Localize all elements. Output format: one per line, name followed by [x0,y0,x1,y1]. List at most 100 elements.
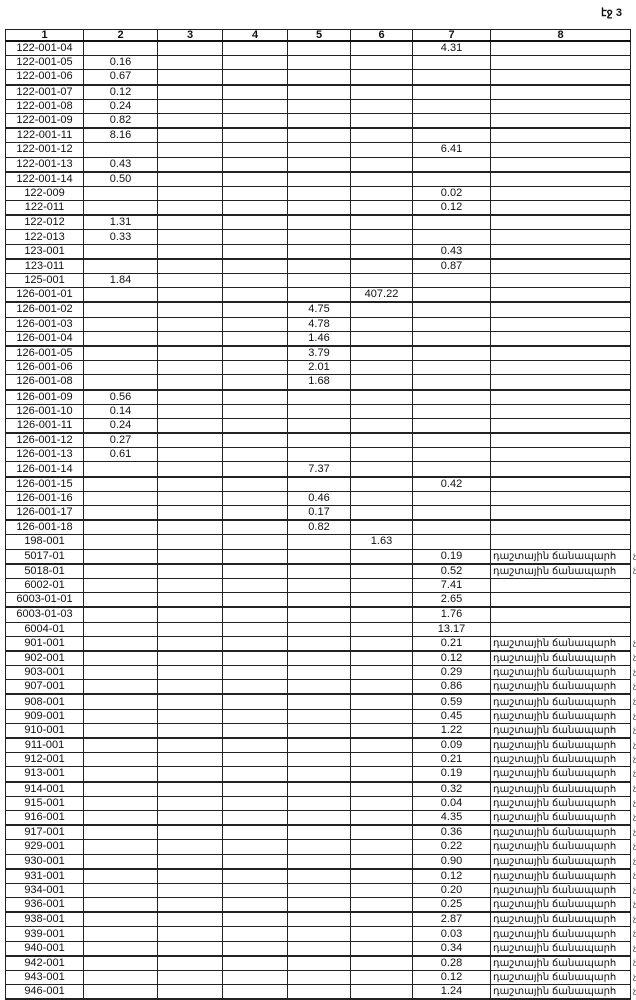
cell-col-6 [350,708,413,724]
cell-col-1: 942-001 [5,955,84,971]
cell-col-8: դաշտային ճանապարհ [490,795,631,811]
cell-col-5 [287,795,351,811]
cell-col-7: 0.04 [412,795,491,811]
table-row: 122-001-11 8.16 [5,127,631,144]
cell-col-1: 6003-01-01 [5,592,84,609]
cell-col-4 [222,98,288,114]
cell-col-2 [83,519,158,536]
cell-col-7: 0.19 [412,766,491,783]
cell-col-6 [350,911,413,928]
cell-col-1: 903-001 [5,665,84,681]
cell-col-3 [157,447,223,463]
cell-col-7: 6.41 [412,142,491,158]
cell-col-5 [287,272,351,289]
cell-col-6 [350,563,413,579]
cell-col-3 [157,693,223,710]
table-row: 123-011 0.87 [5,258,631,274]
cell-col-4 [222,839,288,855]
cell-col-2: 1.84 [83,272,158,289]
table-row: 903-001 0.29 դաշտային ճանապարհ [5,665,631,681]
cell-col-6 [350,214,413,231]
table-row: 914-001 0.32 դաշտային ճանապարհ [5,781,631,797]
cell-col-2: 0.61 [83,447,158,463]
cell-col-6 [350,809,413,827]
cell-col-6 [350,752,413,768]
cell-col-7: 0.12 [412,650,491,667]
cell-col-1: 909-001 [5,708,84,724]
cell-col-3 [157,868,223,884]
cell-col-1: 126-001-05 [5,345,84,362]
cell-col-2: 1.31 [83,214,158,231]
cell-col-5: 0.82 [287,519,351,536]
cell-col-7: 0.21 [412,752,491,768]
cell-col-5 [287,403,351,419]
cell-col-7 [412,287,491,304]
cell-col-5 [287,882,351,899]
cell-col-1: 122-001-08 [5,98,84,114]
table-row: 940-001 0.34 դաշտային ճանապարհ [5,940,631,957]
cell-col-2 [83,955,158,971]
cell-col-2: 0.33 [83,229,158,245]
cell-col-5 [287,389,351,405]
cell-col-8: դաշտային ճանապարհ [490,824,631,841]
cell-col-6 [350,519,413,536]
cell-col-3 [157,969,223,986]
table-row: 126-001-18 0.82 [5,519,631,536]
cell-col-1: 914-001 [5,781,84,797]
cell-col-3 [157,127,223,144]
table-row: 938-001 2.87 դաշտային ճանապարհ [5,911,631,928]
cell-col-2: 0.43 [83,156,158,173]
cell-col-6 [350,679,413,696]
cell-col-8 [490,360,631,376]
cell-col-4 [222,722,288,739]
cell-col-2 [83,476,158,492]
cell-col-2 [83,722,158,739]
cell-col-3 [157,621,223,637]
cell-col-3 [157,185,223,202]
cell-col-6 [350,650,413,667]
cell-col-4 [222,447,288,463]
margin-mark: չմ [633,812,636,821]
cell-col-8 [490,403,631,419]
cell-col-4 [222,287,288,304]
cell-col-4 [222,185,288,202]
table-row: 929-001 0.22 դաշտային ճանապարհ [5,839,631,855]
cell-col-3 [157,752,223,768]
cell-col-3 [157,432,223,449]
cell-col-6 [350,737,413,754]
cell-col-6 [350,824,413,841]
cell-col-8 [490,345,631,362]
margin-mark: չմ [633,972,636,981]
cell-col-5 [287,417,351,435]
cell-col-7 [412,417,491,435]
cell-col-1: 126-001-10 [5,403,84,419]
margin-mark: չմ [633,798,636,807]
margin-mark: չմ [633,711,636,720]
cell-col-3 [157,156,223,173]
cell-col-4 [222,809,288,827]
cell-col-8 [490,243,631,260]
cell-col-4 [222,142,288,158]
cell-col-8 [490,98,631,114]
cell-col-6 [350,635,413,652]
cell-col-4 [222,650,288,667]
cell-col-1: 122-013 [5,229,84,245]
cell-col-6 [350,868,413,884]
cell-col-1: 126-001-08 [5,374,84,391]
cell-col-5 [287,926,351,942]
cell-col-4 [222,156,288,173]
cell-col-7 [412,171,491,187]
table-row: 122-001-08 0.24 [5,98,631,114]
cell-col-3 [157,461,223,478]
margin-mark: չմ [633,768,636,777]
column-header-4: 4 [222,29,288,42]
cell-col-7: 0.25 [412,897,491,914]
cell-col-4 [222,781,288,797]
cell-col-1: 930-001 [5,853,84,870]
cell-col-2 [83,940,158,957]
cell-col-5 [287,229,351,245]
cell-col-4 [222,621,288,637]
cell-col-2 [83,548,158,565]
cell-col-4 [222,403,288,419]
cell-col-8 [490,69,631,86]
